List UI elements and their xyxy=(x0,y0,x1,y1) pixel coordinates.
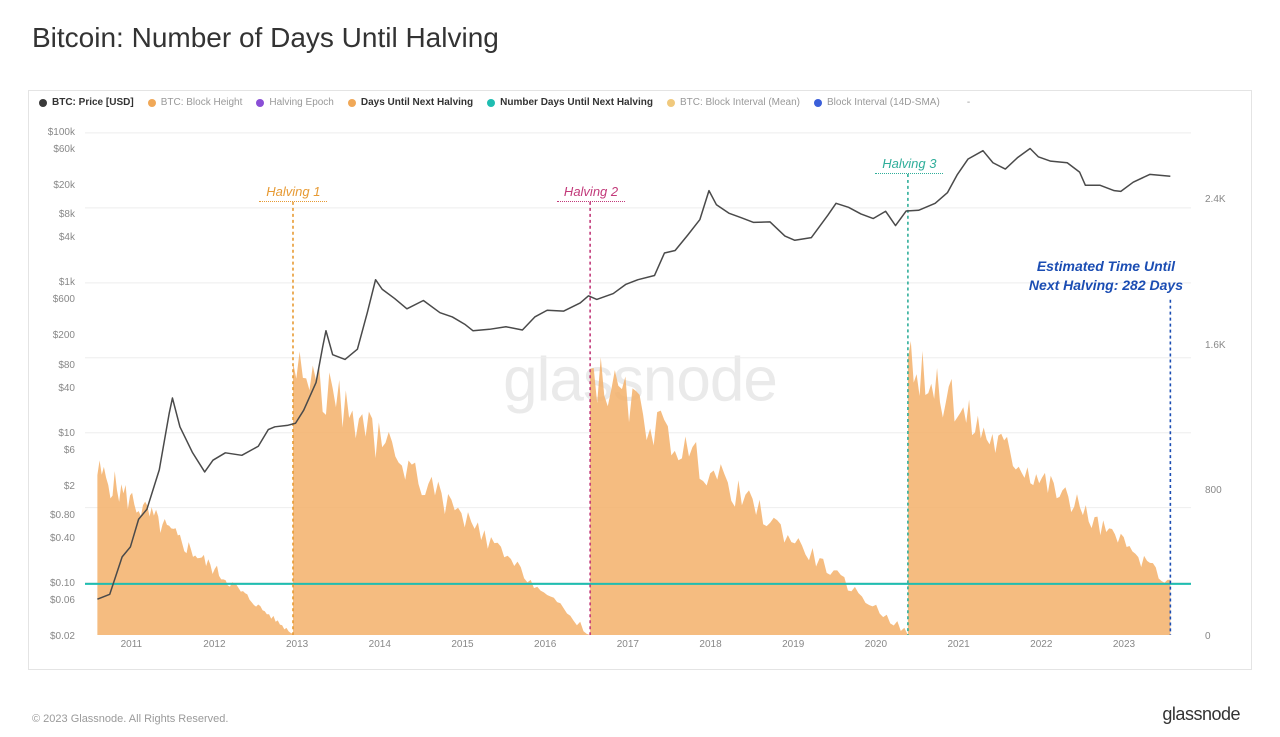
x-tick: 2021 xyxy=(947,639,969,650)
legend-item[interactable]: Halving Epoch xyxy=(256,97,333,108)
annotation-line2: Next Halving: 282 Days xyxy=(1029,277,1183,293)
legend-dot xyxy=(954,99,962,107)
legend-item[interactable]: - xyxy=(954,97,970,108)
y-left-tick: $600 xyxy=(53,294,75,305)
legend-label: BTC: Block Interval (Mean) xyxy=(680,97,800,108)
legend-dot xyxy=(256,99,264,107)
x-tick: 2018 xyxy=(699,639,721,650)
y-left-tick: $8k xyxy=(59,209,75,220)
legend-item[interactable]: Block Interval (14D-SMA) xyxy=(814,97,940,108)
legend-dot xyxy=(814,99,822,107)
legend-label: BTC: Price [USD] xyxy=(52,97,134,108)
y-left-tick: $0.40 xyxy=(50,533,75,544)
y-left-tick: $6 xyxy=(64,445,75,456)
legend-dot xyxy=(39,99,47,107)
x-tick: 2011 xyxy=(121,639,143,650)
legend-item[interactable]: Number Days Until Next Halving xyxy=(487,97,653,108)
x-tick: 2013 xyxy=(286,639,308,650)
y-left-tick: $0.80 xyxy=(50,510,75,521)
y-left-tick: $20k xyxy=(53,180,75,191)
y-left-tick: $2 xyxy=(64,481,75,492)
x-tick: 2012 xyxy=(203,639,225,650)
halving-label: Halving 2 xyxy=(564,184,618,199)
footer: © 2023 Glassnode. All Rights Reserved. g… xyxy=(32,704,1240,725)
y-left-tick: $10 xyxy=(58,428,75,439)
y-axis-right: 08001.6K2.4K xyxy=(1197,127,1251,635)
x-tick: 2023 xyxy=(1113,639,1135,650)
y-left-tick: $60k xyxy=(53,144,75,155)
x-tick: 2014 xyxy=(369,639,391,650)
legend-label: - xyxy=(967,97,970,108)
y-right-tick: 0 xyxy=(1205,631,1211,642)
x-tick: 2015 xyxy=(451,639,473,650)
y-left-tick: $100k xyxy=(48,127,75,138)
y-right-tick: 2.4K xyxy=(1205,194,1226,205)
brand-logo: glassnode xyxy=(1162,704,1240,725)
annotation-line1: Estimated Time Until xyxy=(1037,258,1175,274)
y-left-tick: $0.02 xyxy=(50,631,75,642)
x-tick: 2022 xyxy=(1030,639,1052,650)
legend-label: Halving Epoch xyxy=(269,97,333,108)
legend-dot xyxy=(348,99,356,107)
plot-area xyxy=(85,127,1191,635)
y-left-tick: $0.06 xyxy=(50,595,75,606)
legend-item[interactable]: BTC: Price [USD] xyxy=(39,97,134,108)
legend-label: Block Interval (14D-SMA) xyxy=(827,97,940,108)
x-tick: 2019 xyxy=(782,639,804,650)
y-left-tick: $80 xyxy=(58,360,75,371)
copyright-text: © 2023 Glassnode. All Rights Reserved. xyxy=(32,713,228,725)
legend-dot xyxy=(667,99,675,107)
legend-label: Number Days Until Next Halving xyxy=(500,97,653,108)
y-left-tick: $40 xyxy=(58,383,75,394)
x-tick: 2020 xyxy=(865,639,887,650)
y-left-tick: $200 xyxy=(53,330,75,341)
y-left-tick: $1k xyxy=(59,277,75,288)
legend-label: BTC: Block Height xyxy=(161,97,243,108)
x-tick: 2016 xyxy=(534,639,556,650)
y-left-tick: $0.10 xyxy=(50,578,75,589)
legend-dot xyxy=(487,99,495,107)
x-axis: 2011 2012 2013 2014 2015 2016 2017 2018 2019 2020… xyxy=(85,639,1191,655)
halving-label: Halving 1 xyxy=(266,184,320,199)
legend: BTC: Price [USD] BTC: Block Height Halving… xyxy=(29,91,1251,114)
halving-label: Halving 3 xyxy=(882,156,936,171)
y-axis-left: $100k $60k $20k $8k $4k $1k $600 $200 $80 $40 $10 $… xyxy=(29,127,81,635)
legend-item[interactable]: BTC: Block Interval (Mean) xyxy=(667,97,800,108)
legend-label: Days Until Next Halving xyxy=(361,97,473,108)
annotation-estimated-time: Estimated Time Until Next Halving: 282 Da… xyxy=(1029,257,1183,295)
y-left-tick: $4k xyxy=(59,232,75,243)
legend-item[interactable]: BTC: Block Height xyxy=(148,97,243,108)
y-right-tick: 800 xyxy=(1205,485,1222,496)
x-tick: 2017 xyxy=(617,639,639,650)
legend-item[interactable]: Days Until Next Halving xyxy=(348,97,473,108)
legend-dot xyxy=(148,99,156,107)
y-right-tick: 1.6K xyxy=(1205,340,1226,351)
chart-container: BTC: Price [USD] BTC: Block Height Halving… xyxy=(28,90,1252,670)
page-title: Bitcoin: Number of Days Until Halving xyxy=(0,0,1280,54)
